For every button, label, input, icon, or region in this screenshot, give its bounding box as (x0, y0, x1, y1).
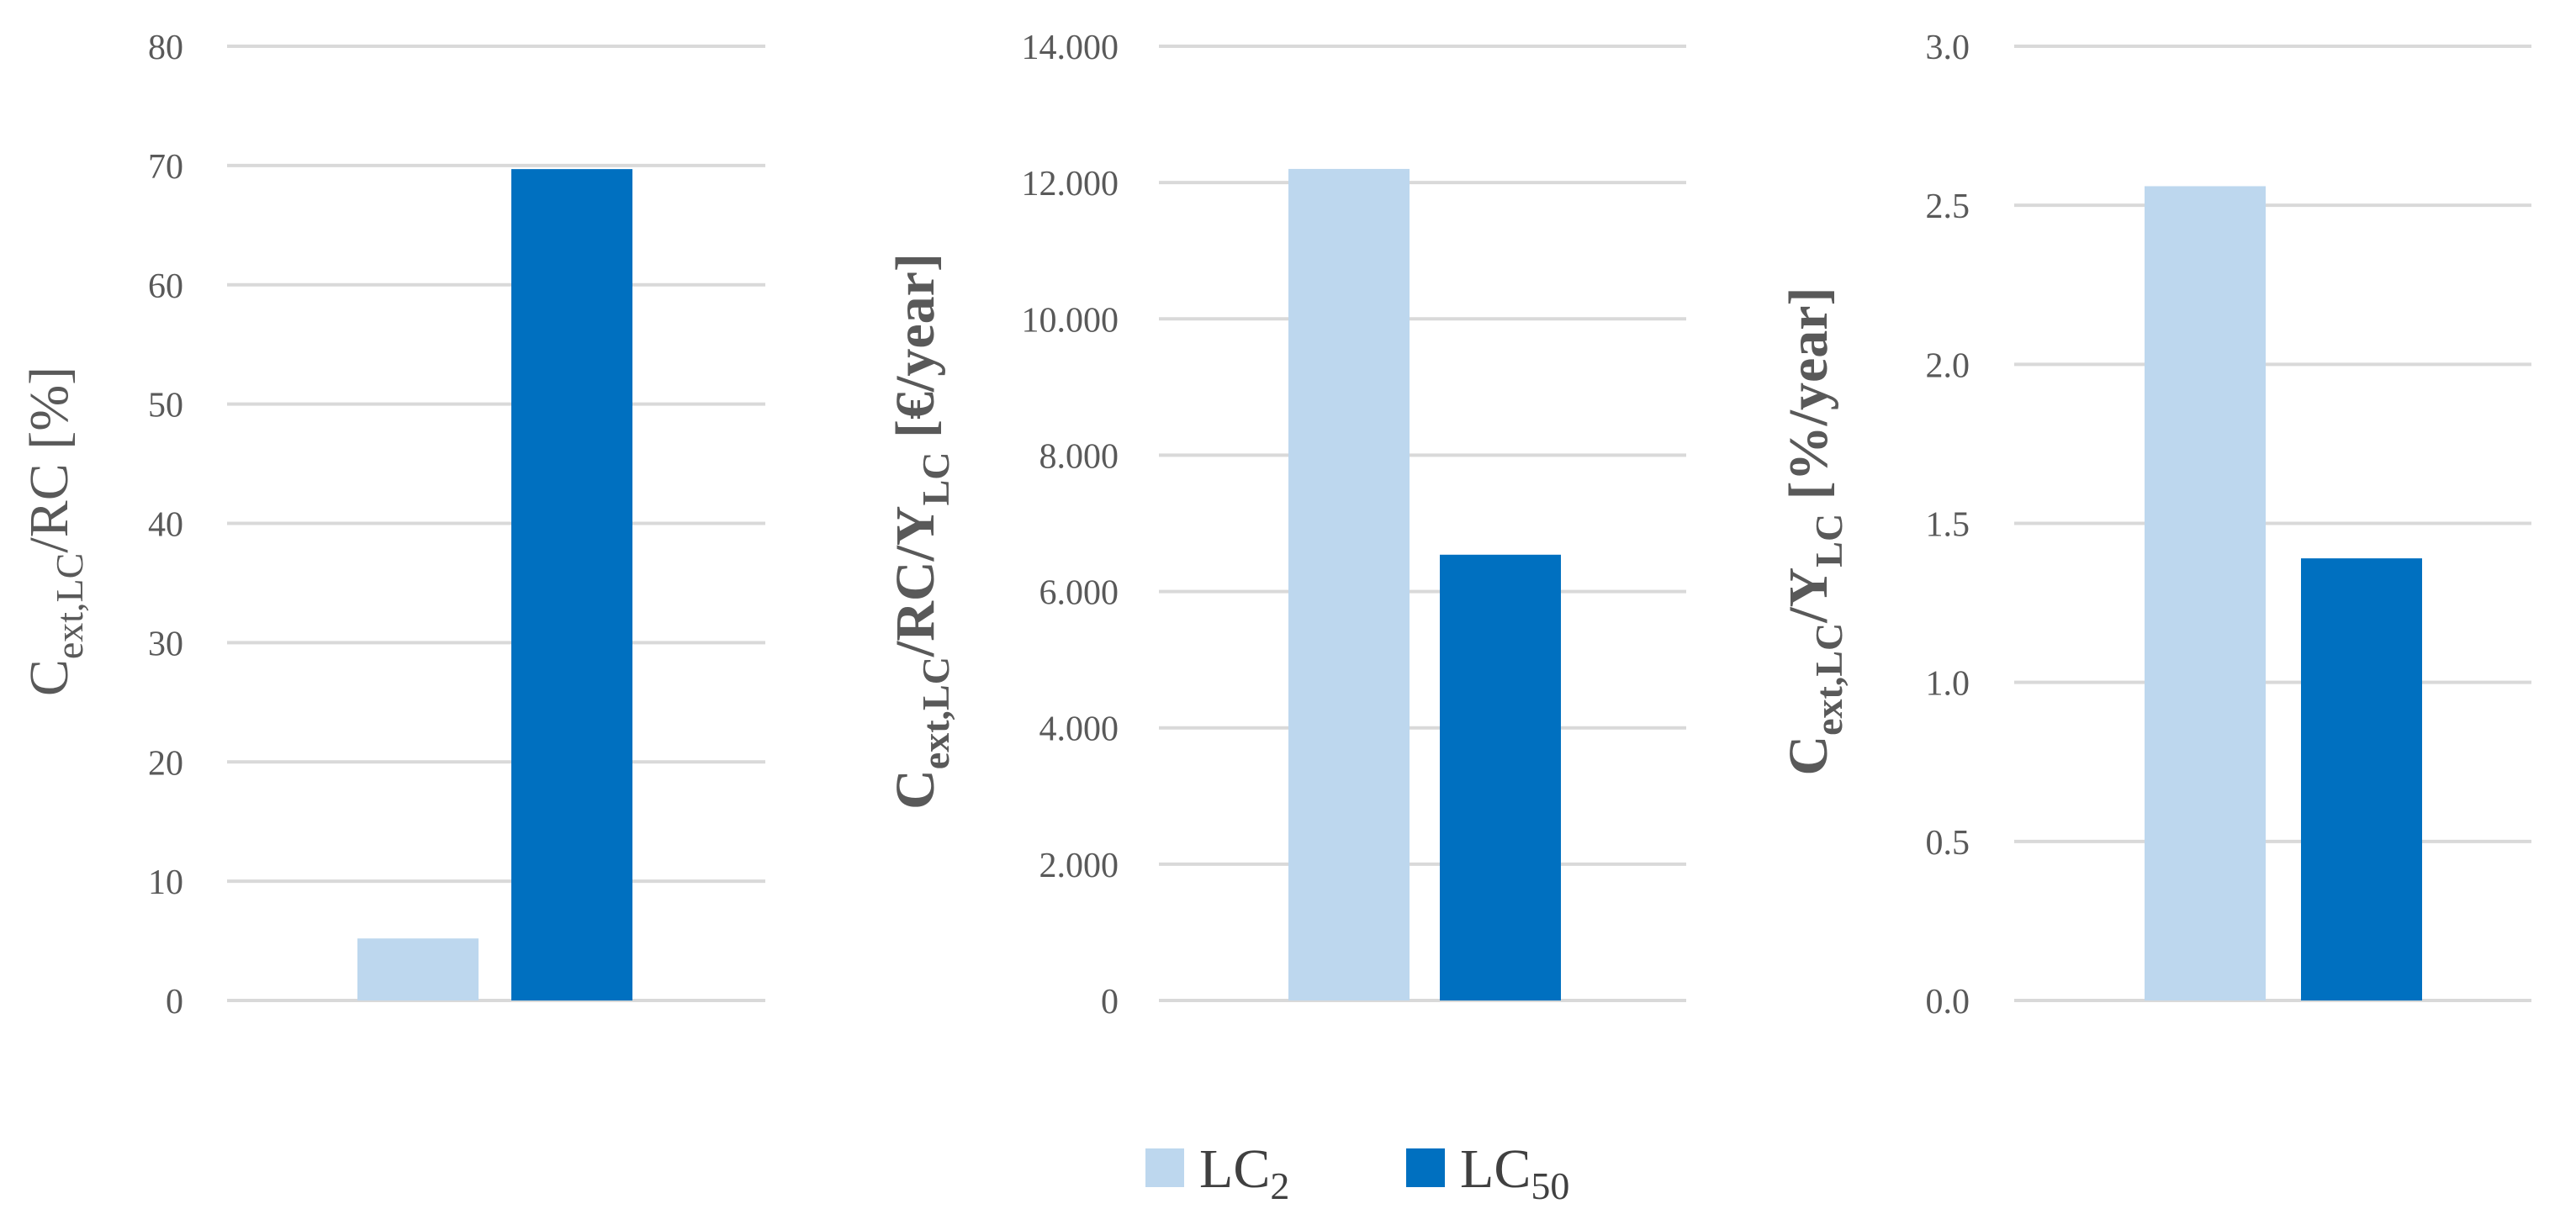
y-tick-label: 0.0 (1926, 983, 1970, 1021)
gridlines (2014, 45, 2531, 1002)
bar-lc50 (2301, 558, 2422, 1000)
y-tick-label: 30 (148, 625, 183, 663)
y-tick-label: 2.5 (1926, 187, 1970, 226)
y-tick-label: 2.000 (1039, 847, 1119, 885)
bar-lc50 (1440, 554, 1561, 1000)
y-tick-label: 70 (148, 148, 183, 187)
gridlines (1159, 45, 1686, 1002)
legend-swatch-lc50 (1406, 1148, 1445, 1187)
y-tick-label: 80 (148, 29, 183, 67)
chart-panel-percent: 0 10 20 30 40 50 60 70 80 Cext,LC/RC [%] (19, 29, 765, 1021)
y-tick-label: 8.000 (1039, 437, 1119, 476)
y-tick-labels: 0 10 20 30 40 50 60 70 80 (148, 29, 183, 1021)
legend-label-lc2: LC2 (1199, 1138, 1289, 1207)
bars (1288, 168, 1561, 1000)
bar-lc50 (511, 169, 632, 1001)
y-tick-label: 10 (148, 863, 183, 902)
chart-panel-euro-per-year: 02.0004.0006.0008.00010.00012.00014.000 … (885, 29, 1686, 1021)
y-tick-label: 3.0 (1926, 29, 1970, 67)
y-tick-label: 0.5 (1926, 824, 1970, 863)
y-tick-label: 50 (148, 387, 183, 425)
bars (2145, 186, 2422, 1000)
y-axis-title: Cext,LC/RC/YLC [€/year] (885, 253, 957, 810)
legend-swatch-lc2 (1145, 1148, 1184, 1187)
y-tick-label: 6.000 (1039, 574, 1119, 613)
y-tick-label: 2.0 (1926, 346, 1970, 385)
y-tick-label: 12.000 (1022, 165, 1119, 203)
y-tick-label: 0 (1101, 983, 1119, 1021)
y-tick-label: 14.000 (1022, 29, 1119, 67)
y-tick-label: 10.000 (1022, 301, 1119, 340)
y-tick-label: 60 (148, 267, 183, 306)
y-tick-label: 1.0 (1926, 665, 1970, 704)
y-tick-label: 0 (166, 983, 183, 1021)
bars (357, 169, 632, 1001)
y-tick-label: 20 (148, 744, 183, 783)
y-axis-title: Cext,LC/RC [%] (19, 367, 91, 696)
legend-label-lc50: LC50 (1460, 1138, 1569, 1207)
y-tick-labels: 0.0 0.5 1.0 1.5 2.0 2.5 3.0 (1926, 29, 1970, 1021)
y-tick-label: 40 (148, 506, 183, 545)
legend: LC2 LC50 (1145, 1138, 1569, 1207)
chart-panel-percent-per-year: 0.0 0.5 1.0 1.5 2.0 2.5 3.0 Cext,LC/YLC [%/yea… (1778, 29, 2531, 1021)
y-tick-labels: 0 2.000 4.000 6.000 8.000 10.000 12.000 14.000 (1022, 29, 1119, 1021)
gridlines (227, 45, 765, 1002)
y-tick-label: 1.5 (1926, 506, 1970, 545)
y-axis-title: Cext,LC/YLC [%/year] (1778, 287, 1850, 775)
bar-lc2 (1288, 168, 1410, 1000)
y-tick-label: 4.000 (1039, 710, 1119, 749)
bar-lc2 (2145, 186, 2266, 1000)
bar-lc2 (357, 938, 479, 1000)
